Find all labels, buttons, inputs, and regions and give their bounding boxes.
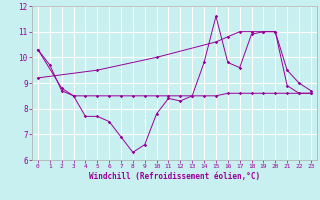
X-axis label: Windchill (Refroidissement éolien,°C): Windchill (Refroidissement éolien,°C) [89, 172, 260, 181]
